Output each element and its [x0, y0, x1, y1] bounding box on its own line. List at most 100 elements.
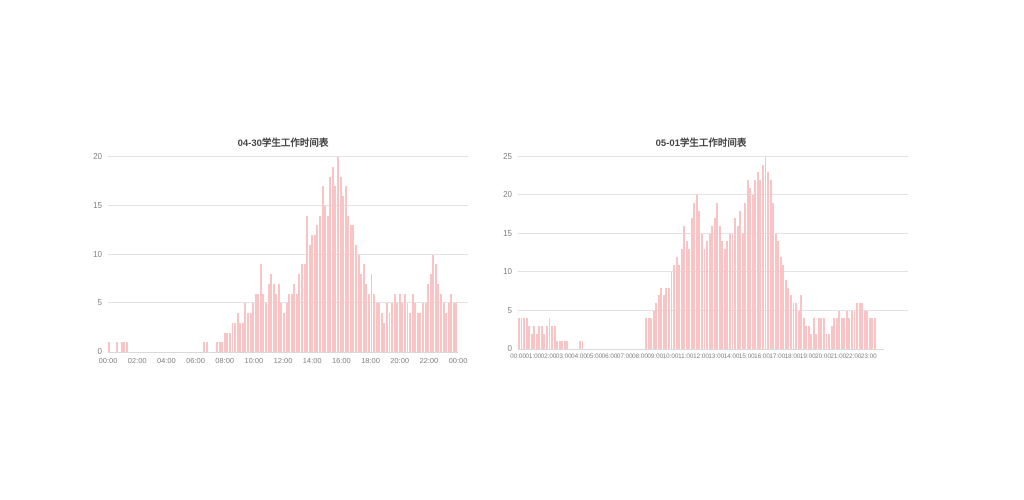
- x-tick-label: 00:00: [510, 353, 526, 360]
- histogram-bar: [523, 318, 526, 349]
- x-tick-label: 19:00: [799, 353, 816, 360]
- x-tick-label: 13:00: [708, 353, 725, 360]
- histogram-bar: [455, 303, 458, 352]
- histogram-bar: [772, 203, 775, 349]
- x-tick-label: 02:00: [540, 353, 557, 360]
- histogram-bar: [688, 249, 691, 349]
- histogram-bar: [228, 332, 231, 352]
- histogram-bar: [370, 274, 373, 352]
- histogram-bar: [120, 342, 123, 352]
- histogram-bar: [741, 233, 744, 349]
- histogram-bar: [391, 303, 394, 352]
- histogram-bar: [277, 283, 280, 352]
- histogram-bar: [866, 310, 869, 349]
- histogram-bar: [223, 332, 226, 352]
- histogram-bar: [347, 215, 350, 352]
- histogram-bar: [319, 215, 321, 352]
- y-tick-label: 10: [93, 249, 102, 259]
- x-tick-label: 04:00: [571, 353, 587, 360]
- histogram-bar: [342, 196, 345, 352]
- histogram-bar: [810, 333, 813, 349]
- histogram-bar: [321, 186, 324, 352]
- histogram-bar: [871, 318, 874, 349]
- histogram-bar: [670, 272, 673, 349]
- gridline: [108, 253, 468, 255]
- x-tick-label: 12:00: [273, 356, 293, 365]
- histogram-bar: [434, 264, 437, 352]
- histogram-bar: [744, 203, 747, 349]
- histogram-bar: [678, 264, 681, 349]
- histogram-bar: [767, 172, 770, 349]
- x-tick-label: 20:00: [390, 356, 410, 365]
- histogram-bar: [551, 325, 553, 349]
- histogram-bar: [123, 342, 126, 352]
- histogram-bar: [769, 180, 772, 349]
- histogram-bar: [665, 287, 668, 349]
- histogram-bar: [660, 287, 663, 349]
- histogram-bar: [326, 215, 329, 352]
- histogram-bar: [365, 283, 368, 352]
- histogram-bar: [545, 325, 548, 349]
- histogram-bar: [257, 293, 260, 352]
- histogram-bar: [115, 342, 118, 352]
- histogram-bar: [749, 187, 752, 349]
- y-tick-label: 5: [97, 298, 102, 308]
- histogram-bar: [848, 318, 851, 349]
- histogram-bar: [703, 249, 706, 349]
- histogram-bar: [667, 287, 670, 349]
- histogram-bar: [540, 325, 543, 349]
- histogram-bar: [306, 215, 309, 352]
- histogram-bar: [856, 302, 858, 349]
- histogram-bar: [835, 318, 838, 349]
- histogram-bar: [108, 342, 110, 352]
- histogram-bar: [450, 293, 453, 352]
- x-tick-label: 04:00: [156, 356, 176, 365]
- histogram-bar: [647, 318, 650, 349]
- histogram-bar: [805, 325, 808, 349]
- histogram-bar: [833, 318, 836, 349]
- plot-area: [518, 156, 908, 350]
- histogram-bar: [344, 186, 347, 352]
- histogram-bar: [843, 318, 846, 349]
- histogram-bar: [802, 318, 805, 349]
- histogram-bar: [657, 295, 660, 349]
- histogram-bar: [239, 322, 242, 352]
- histogram-bar: [373, 293, 376, 352]
- histogram-bar: [718, 226, 721, 349]
- histogram-bar: [244, 303, 247, 352]
- histogram-bar: [561, 341, 564, 349]
- x-tick-label: 02:00: [127, 356, 147, 365]
- histogram-bar: [398, 293, 401, 352]
- histogram-bar: [736, 226, 739, 349]
- x-tick-label: 22:00: [845, 353, 862, 360]
- histogram-bar: [414, 303, 417, 352]
- histogram-bar: [303, 264, 306, 352]
- histogram-bar: [221, 342, 224, 352]
- plot-area: [108, 156, 468, 353]
- histogram-bar: [442, 303, 445, 352]
- histogram-bar: [285, 303, 288, 352]
- histogram-bar: [272, 283, 275, 352]
- histogram-bar: [388, 313, 391, 352]
- histogram-bar: [723, 249, 726, 349]
- histogram-bar: [815, 333, 818, 349]
- histogram-bar: [226, 332, 229, 352]
- histogram-bar: [693, 203, 696, 349]
- histogram-bar: [726, 241, 729, 349]
- chart-title: 04-30学生工作时间表: [237, 138, 329, 149]
- histogram-bar: [316, 225, 319, 352]
- histogram-bar: [283, 313, 285, 352]
- histogram-bar: [530, 333, 533, 349]
- histogram-bar: [236, 313, 239, 352]
- histogram-bar: [782, 264, 785, 349]
- histogram-bar: [298, 274, 301, 352]
- y-tick-label: 10: [503, 267, 512, 277]
- histogram-bar: [812, 318, 815, 349]
- x-tick-label: 16:00: [331, 356, 351, 365]
- histogram-bar: [401, 303, 404, 352]
- x-tick-label: 06:00: [601, 353, 618, 360]
- y-tick-label: 5: [507, 305, 512, 315]
- chart-05-01: 05-01学生工作时间表 0 5 10 15 20 25 00:00 01:00 02:00 0…: [484, 138, 908, 362]
- histogram-bar: [650, 318, 653, 349]
